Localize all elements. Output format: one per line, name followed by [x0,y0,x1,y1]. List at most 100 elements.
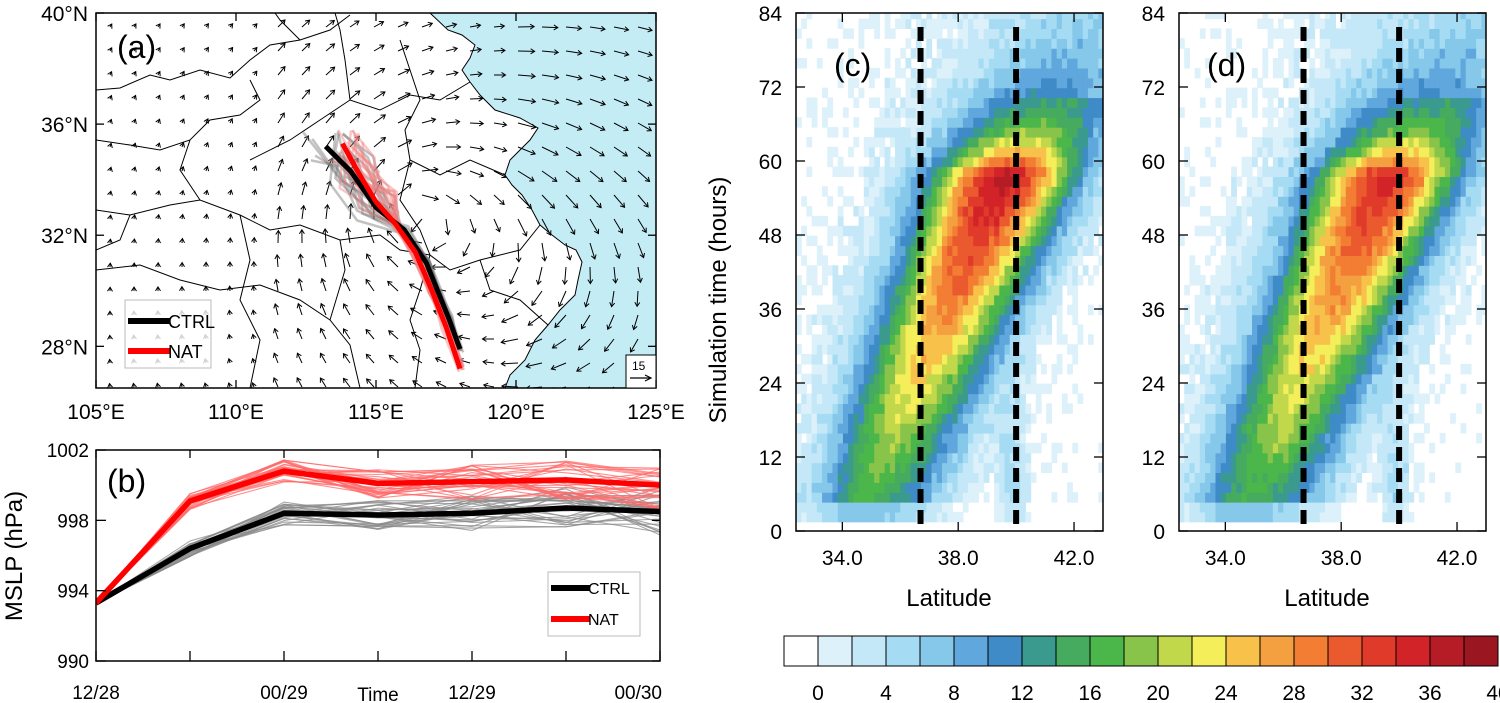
heatmap-cell [1241,284,1248,296]
heatmap-cell [1184,492,1191,503]
heatmap-cell [1434,265,1441,276]
heatmap-cell [1056,166,1063,178]
heatmap-cell [1262,225,1269,237]
heatmap-cell [1215,344,1222,355]
heatmap-cell [1082,38,1089,49]
heatmap-cell [947,383,953,395]
heatmap-cell [816,432,823,444]
wind-vector [613,74,629,81]
heatmap-cell [1351,452,1357,464]
wind-vector-head [482,359,488,366]
heatmap-cell [962,18,969,30]
heatmap-cell [1356,275,1363,286]
wind-vector [445,23,457,28]
wind-vector [445,96,459,100]
wind-vector [630,338,639,353]
heatmap-cell [1215,324,1222,335]
heatmap-cell [1335,314,1342,326]
heatmap-cell [1220,324,1227,335]
heatmap-cell [1382,502,1389,513]
heatmap-cell [863,265,870,276]
heatmap-cell [1051,275,1058,286]
heatmap-cell [889,156,896,168]
heatmap-cell [1418,245,1425,256]
heatmap-cell [1194,502,1201,513]
heatmap-cell [926,28,933,39]
wind-vector-head [252,70,258,76]
heatmap-cell [926,18,933,30]
wind-vector [366,378,375,388]
heatmap-cell [1220,275,1227,286]
heatmap-cell [1046,87,1053,99]
heatmap-cell [1236,314,1243,326]
heatmap-cell [1439,196,1446,207]
heatmap-cell [1288,215,1295,227]
heatmap-cell [1324,334,1331,345]
heatmap-cell [1225,393,1232,404]
wind-vector-head [503,298,510,304]
heatmap-cell [1278,432,1284,444]
heatmap-cell [1046,275,1053,286]
province-boundaries [96,13,549,388]
panel-a-ytick-label: 36°N [41,114,88,137]
heatmap-cell [848,324,854,335]
heatmap-cell [1035,275,1042,286]
heatmap-cell [1205,393,1211,404]
heatmap-cell [1215,373,1222,385]
heatmap-cell [1319,502,1326,513]
wind-vector [633,314,639,330]
heatmap-cell [1030,314,1037,326]
heatmap-cell [1345,304,1352,316]
heatmap-cell [806,97,813,108]
heatmap-cell [973,77,980,89]
wind-vector [301,43,311,52]
heatmap-cell [1257,492,1264,503]
heatmap-cell [1288,363,1295,375]
wind-vector [445,47,458,52]
heatmap-cell [1251,334,1258,345]
heatmap-cell [910,294,917,306]
heatmap-cell [1455,206,1462,217]
heatmap-cell [1225,452,1232,464]
heatmap-cell [858,452,865,464]
heatmap-cell [816,314,823,326]
heatmap-cell [868,344,875,355]
heatmap-cell [1030,304,1037,316]
heatmap-cell [936,354,943,365]
wind-vector-head [522,231,528,237]
heatmap-cell [1077,87,1084,99]
heatmap-cell [957,58,964,69]
heatmap-cell [842,334,849,345]
heatmap-cell [905,13,912,20]
heatmap-cell [921,87,927,99]
heatmap-cell [1293,275,1300,286]
heatmap-cell [1051,77,1058,89]
heatmap-cell [1210,502,1217,513]
heatmap-cell [1025,373,1032,385]
heatmap-cell [827,334,834,345]
heatmap-cell [863,462,870,474]
heatmap-cell [1077,225,1084,237]
heatmap-cell [1408,235,1415,247]
heatmap-cell [957,284,964,296]
heatmap-cell [1199,304,1206,316]
heatmap-cell [1418,294,1425,306]
heatmap-cell [1314,452,1321,464]
heatmap-cell [837,393,844,404]
heatmap-cell [1361,215,1368,227]
heatmap-cell [973,344,980,355]
heatmap-cell [1067,225,1073,237]
heatmap-cell [1231,373,1237,385]
wind-vector [589,242,596,260]
heatmap-cell [858,225,865,237]
heatmap-cell [1236,452,1243,464]
panel-a-xtick-label: 120°E [487,401,544,424]
heatmap-cell [1220,354,1227,365]
heatmap-cell [1450,284,1456,296]
heatmap-cell [1283,245,1290,256]
heatmap-cell [952,255,959,266]
heatmap-cell [863,432,870,444]
wind-vector [589,50,606,55]
heatmap-cell [1481,294,1486,306]
heatmap-cell [1236,502,1243,513]
